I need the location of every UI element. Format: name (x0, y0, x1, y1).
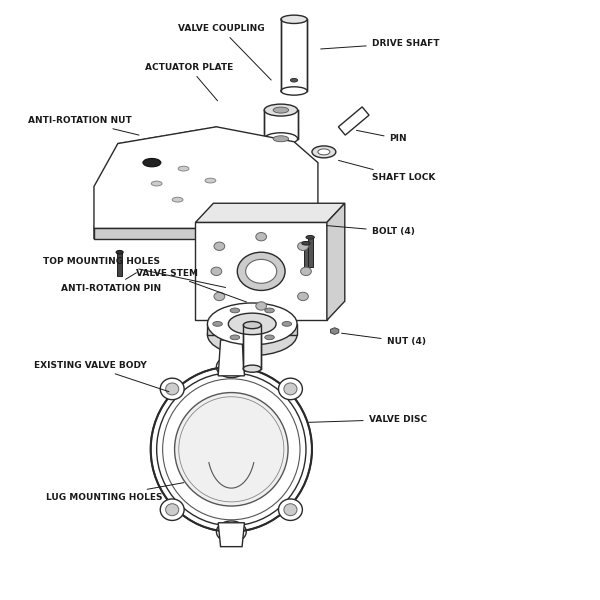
Ellipse shape (217, 521, 246, 542)
Text: NUT (4): NUT (4) (341, 333, 425, 346)
Ellipse shape (264, 104, 298, 116)
Ellipse shape (214, 242, 225, 250)
Text: ANTI-ROTATION NUT: ANTI-ROTATION NUT (28, 116, 139, 135)
Ellipse shape (273, 107, 289, 113)
Ellipse shape (211, 267, 222, 275)
Polygon shape (264, 229, 318, 271)
Ellipse shape (230, 308, 239, 313)
Text: TOP MOUNTING HOLES: TOP MOUNTING HOLES (43, 257, 226, 287)
Polygon shape (151, 367, 312, 532)
Ellipse shape (245, 259, 277, 283)
Ellipse shape (256, 302, 266, 310)
Ellipse shape (116, 250, 123, 254)
Ellipse shape (178, 166, 189, 171)
Polygon shape (218, 523, 244, 547)
Polygon shape (281, 19, 307, 91)
Text: ANTI-ROTATION PIN: ANTI-ROTATION PIN (61, 273, 161, 293)
Text: PIN: PIN (356, 130, 407, 143)
Ellipse shape (172, 197, 183, 202)
Ellipse shape (265, 335, 274, 340)
Ellipse shape (166, 383, 179, 395)
Ellipse shape (306, 235, 314, 239)
Ellipse shape (298, 242, 308, 250)
Ellipse shape (160, 499, 184, 520)
Polygon shape (117, 252, 122, 276)
Ellipse shape (160, 378, 184, 400)
Ellipse shape (229, 313, 276, 335)
Text: BOLT (4): BOLT (4) (326, 226, 415, 236)
Text: LUG MOUNTING HOLES: LUG MOUNTING HOLES (46, 482, 184, 502)
Text: ACTUATOR PLATE: ACTUATOR PLATE (145, 62, 233, 101)
Ellipse shape (282, 322, 292, 326)
Ellipse shape (301, 267, 311, 275)
Ellipse shape (284, 504, 297, 515)
Ellipse shape (278, 378, 302, 400)
Ellipse shape (230, 335, 239, 340)
Ellipse shape (208, 303, 297, 345)
Polygon shape (94, 127, 318, 229)
Ellipse shape (143, 158, 161, 167)
Ellipse shape (151, 181, 162, 186)
Ellipse shape (213, 322, 223, 326)
Text: VALVE STEM: VALVE STEM (136, 269, 247, 302)
Ellipse shape (175, 392, 288, 506)
Ellipse shape (217, 356, 246, 377)
Polygon shape (196, 203, 345, 223)
Ellipse shape (302, 241, 310, 245)
Polygon shape (94, 229, 294, 239)
Polygon shape (196, 223, 327, 320)
Polygon shape (264, 110, 298, 139)
Polygon shape (218, 340, 244, 376)
Ellipse shape (281, 87, 307, 95)
Polygon shape (308, 237, 313, 267)
Ellipse shape (205, 178, 216, 183)
Ellipse shape (281, 15, 307, 23)
Ellipse shape (237, 252, 285, 290)
Ellipse shape (265, 308, 274, 313)
Ellipse shape (243, 365, 261, 372)
Ellipse shape (264, 133, 298, 145)
Ellipse shape (284, 383, 297, 395)
Polygon shape (94, 143, 118, 239)
Ellipse shape (290, 79, 298, 82)
Text: VALVE COUPLING: VALVE COUPLING (178, 24, 271, 80)
Text: VALVE DISC: VALVE DISC (309, 415, 427, 424)
Ellipse shape (298, 292, 308, 301)
Ellipse shape (273, 136, 289, 142)
Polygon shape (327, 203, 345, 320)
Polygon shape (243, 325, 261, 368)
Polygon shape (208, 324, 297, 335)
Ellipse shape (318, 149, 330, 155)
Ellipse shape (312, 146, 336, 158)
Ellipse shape (278, 499, 302, 520)
Polygon shape (331, 328, 339, 334)
Polygon shape (338, 107, 369, 135)
Polygon shape (304, 243, 308, 273)
Ellipse shape (256, 233, 266, 241)
Text: DRIVE SHAFT: DRIVE SHAFT (320, 38, 439, 49)
Ellipse shape (214, 292, 225, 301)
Ellipse shape (243, 322, 261, 329)
Text: EXISTING VALVE BODY: EXISTING VALVE BODY (34, 361, 169, 392)
Ellipse shape (166, 504, 179, 515)
Ellipse shape (208, 314, 297, 356)
Text: SHAFT LOCK: SHAFT LOCK (338, 160, 435, 182)
